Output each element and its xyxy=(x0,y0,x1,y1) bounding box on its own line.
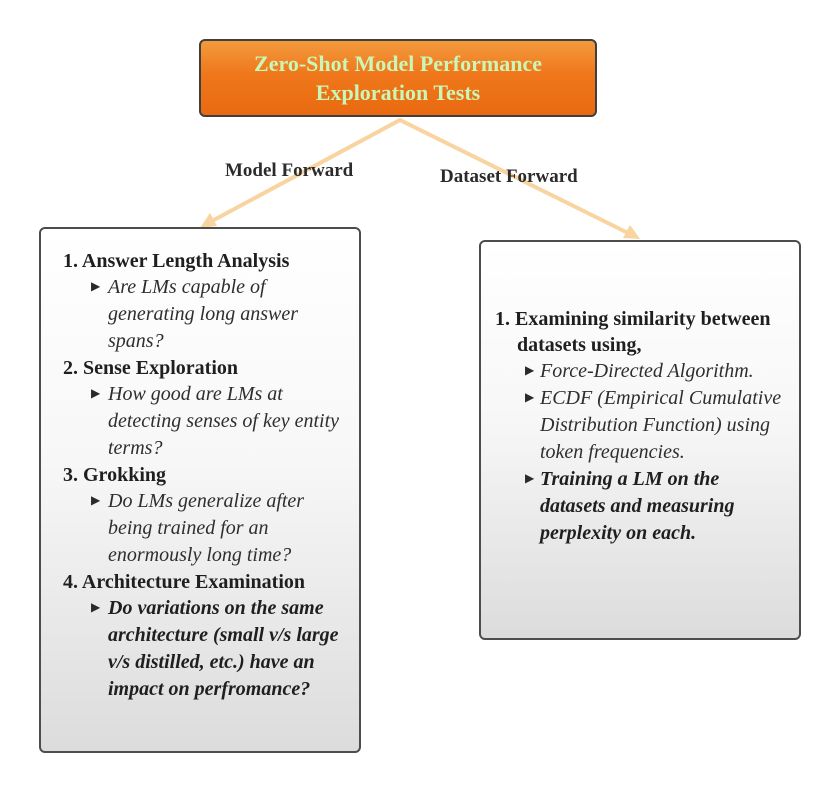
dataset-forward-card: 1. Examining similarity between datasets… xyxy=(479,240,801,640)
sub-point-text: Do LMs generalize after being trained fo… xyxy=(108,490,305,566)
item-heading: 3. Grokking xyxy=(63,464,166,486)
sub-point-text: Training a LM on the datasets and measur… xyxy=(540,468,735,544)
sub-point-text: Are LMs capable of generating long answe… xyxy=(108,276,298,352)
sub-point: ▶ Do LMs generalize after being trained … xyxy=(63,488,349,569)
triangle-right-icon: ▶ xyxy=(91,386,101,400)
model-forward-item: 1. Answer Length Analysis ▶ Are LMs capa… xyxy=(63,248,349,355)
sub-point: ▶ Are LMs capable of generating long ans… xyxy=(63,274,349,355)
sub-point: ▶ ECDF (Empirical Cumulative Distributio… xyxy=(495,385,789,466)
triangle-right-icon: ▶ xyxy=(91,600,101,614)
model-forward-item: 3. Grokking ▶ Do LMs generalize after be… xyxy=(63,462,349,569)
sub-point-text: Do variations on the same architecture (… xyxy=(108,597,339,700)
item-heading: 4. Architecture Examination xyxy=(63,571,306,593)
triangle-right-icon: ▶ xyxy=(91,279,101,293)
model-forward-card: 1. Answer Length Analysis ▶ Are LMs capa… xyxy=(39,227,361,753)
dataset-forward-item: 1. Examining similarity between datasets… xyxy=(495,306,789,547)
arrowhead-model-forward xyxy=(200,213,217,228)
model-forward-item: 4. Architecture Examination ▶ Do variati… xyxy=(63,569,349,703)
triangle-right-icon: ▶ xyxy=(91,493,101,507)
sub-point-text: ECDF (Empirical Cumulative Distribution … xyxy=(540,387,782,463)
root-node: Zero-Shot Model Performance Exploration … xyxy=(199,39,597,117)
connector-root-to-dataset-forward xyxy=(398,118,630,235)
sub-point: ▶ Force-Directed Algorithm. xyxy=(495,358,789,385)
item-heading: 2. Sense Exploration xyxy=(63,357,239,379)
sub-point: ▶ How good are LMs at detecting senses o… xyxy=(63,381,349,462)
sub-point: ▶ Training a LM on the datasets and meas… xyxy=(495,466,789,547)
sub-point: ▶ Do variations on the same architecture… xyxy=(63,595,349,703)
triangle-right-icon: ▶ xyxy=(525,390,535,404)
triangle-right-icon: ▶ xyxy=(525,471,535,485)
sub-point-text: How good are LMs at detecting senses of … xyxy=(108,383,340,459)
arrowhead-dataset-forward xyxy=(623,225,640,239)
item-heading: 1. Examining similarity between datasets… xyxy=(495,308,771,356)
edge-label-model-forward: Model Forward xyxy=(225,160,354,181)
root-title-line-1: Zero-Shot Model Performance xyxy=(254,51,542,76)
root-title-line-2: Exploration Tests xyxy=(315,80,481,105)
edge-label-dataset-forward: Dataset Forward xyxy=(440,166,578,187)
connector-root-to-model-forward xyxy=(210,118,402,223)
sub-point-text: Force-Directed Algorithm. xyxy=(540,360,754,382)
triangle-right-icon: ▶ xyxy=(525,363,535,377)
item-heading: 1. Answer Length Analysis xyxy=(63,250,290,272)
model-forward-item: 2. Sense Exploration ▶ How good are LMs … xyxy=(63,355,349,462)
